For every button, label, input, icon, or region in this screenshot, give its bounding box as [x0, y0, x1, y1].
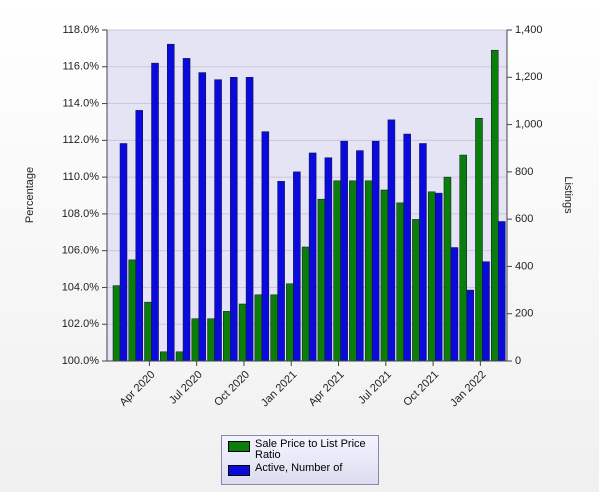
bar: [175, 351, 184, 362]
bar: [207, 318, 215, 362]
x-tick-label: Jan 2022: [448, 369, 488, 409]
y2-tick-label: 1,200: [515, 71, 543, 83]
legend-label: Sale Price to List Price Ratio: [255, 438, 366, 461]
bar: [403, 133, 411, 362]
x-tick-label: Apr 2021: [307, 369, 347, 409]
bar: [349, 180, 357, 362]
legend-item: Sale Price to List Price Ratio: [226, 439, 374, 461]
y-tick-label: 104.0%: [62, 281, 100, 293]
bar: [214, 79, 222, 362]
legend-swatch: [228, 441, 250, 452]
bar: [356, 150, 364, 362]
bar: [333, 180, 341, 362]
bar: [475, 118, 483, 362]
legend-label: Active, Number of: [255, 462, 343, 474]
bar: [371, 140, 380, 362]
bar: [293, 171, 301, 362]
y-tick-label: 100.0%: [62, 355, 100, 367]
x-tick-label: Oct 2021: [401, 369, 441, 409]
bar: [412, 219, 420, 362]
bar: [144, 301, 152, 362]
bar: [380, 189, 389, 362]
y2-tick-label: 800: [515, 166, 533, 178]
y2-tick-label: 400: [515, 260, 533, 272]
legend-swatch: [228, 465, 250, 476]
bar: [223, 311, 231, 362]
bar: [254, 294, 263, 362]
y-tick-label: 110.0%: [63, 171, 100, 183]
bar: [434, 192, 443, 362]
bar: [230, 77, 238, 362]
bar: [270, 294, 278, 362]
bar: [364, 180, 373, 362]
x-tick-label: Apr 2020: [118, 369, 158, 409]
bar: [301, 246, 310, 362]
y-tick-label: 118.0%: [63, 24, 100, 36]
bar: [198, 72, 207, 362]
bar: [317, 198, 326, 362]
bar: [450, 247, 459, 362]
bar: [427, 191, 436, 362]
bar: [261, 131, 270, 362]
bar: [135, 110, 144, 362]
legend-item: Active, Number of: [226, 463, 374, 476]
bar: [245, 77, 254, 362]
bar: [128, 259, 137, 362]
x-tick-label: Jul 2021: [356, 369, 394, 407]
bar: [443, 176, 452, 362]
y-axis-title: Percentage: [24, 167, 36, 223]
y2-tick-label: 1,000: [515, 118, 543, 130]
bar: [151, 62, 159, 362]
bar: [340, 140, 348, 362]
bar: [497, 221, 506, 362]
y-tick-label: 112.0%: [63, 134, 100, 146]
legend: Sale Price to List Price Ratio Active, Nu…: [221, 435, 379, 485]
bar: [112, 285, 121, 362]
bar: [238, 303, 247, 362]
bar: [459, 154, 467, 362]
x-tick-label: Jan 2021: [259, 369, 299, 409]
bar: [160, 351, 168, 362]
bar: [191, 318, 200, 362]
bar: [182, 58, 191, 362]
bar: [490, 49, 499, 362]
bar: [277, 181, 285, 362]
y2-tick-label: 0: [515, 355, 521, 367]
bar: [466, 289, 474, 362]
bar: [482, 261, 490, 362]
bar: [419, 143, 427, 362]
x-tick-label: Jul 2020: [167, 369, 205, 407]
y-tick-label: 108.0%: [62, 208, 100, 220]
y2-tick-label: 200: [515, 308, 533, 320]
bar: [119, 143, 128, 362]
bar: [396, 202, 404, 362]
y2-axis-title: Listings: [562, 176, 574, 214]
y-tick-label: 116.0%: [63, 61, 100, 73]
bar: [167, 43, 175, 362]
y-tick-label: 102.0%: [62, 318, 100, 330]
y-tick-label: 106.0%: [62, 245, 100, 257]
x-tick-label: Oct 2020: [212, 369, 252, 409]
y2-tick-label: 600: [515, 213, 533, 225]
y-tick-label: 114.0%: [63, 97, 100, 109]
y2-tick-label: 1,400: [515, 24, 543, 36]
bar: [387, 119, 396, 362]
bar: [308, 152, 317, 362]
bar: [286, 283, 294, 362]
bar: [324, 157, 333, 362]
